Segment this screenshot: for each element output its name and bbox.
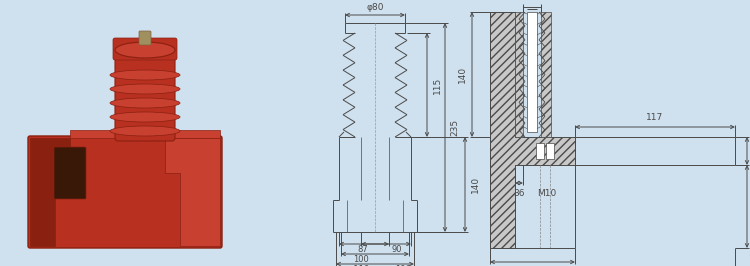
Text: M10: M10	[537, 189, 556, 197]
Text: M16: M16	[522, 0, 542, 2]
Text: 87: 87	[358, 246, 368, 255]
Ellipse shape	[115, 42, 175, 58]
Polygon shape	[527, 12, 537, 132]
Bar	[546, 143, 554, 159]
Text: 100: 100	[353, 256, 369, 264]
Text: 106: 106	[395, 265, 411, 266]
Text: 140: 140	[470, 176, 479, 193]
FancyBboxPatch shape	[113, 38, 177, 60]
Polygon shape	[165, 138, 220, 246]
Bar	[536, 143, 544, 159]
Ellipse shape	[110, 84, 180, 94]
Text: φ110: φ110	[348, 265, 370, 266]
FancyBboxPatch shape	[139, 31, 151, 45]
Polygon shape	[490, 12, 575, 248]
Text: 140: 140	[458, 66, 466, 83]
FancyBboxPatch shape	[115, 42, 175, 141]
Text: φ80: φ80	[366, 3, 384, 13]
Ellipse shape	[110, 70, 180, 80]
Polygon shape	[490, 12, 523, 137]
Text: 117: 117	[646, 113, 664, 122]
Polygon shape	[70, 130, 220, 138]
Text: 235: 235	[451, 119, 460, 136]
Polygon shape	[541, 12, 551, 137]
Ellipse shape	[110, 112, 180, 122]
Ellipse shape	[110, 126, 180, 136]
Text: 90: 90	[392, 246, 402, 255]
FancyBboxPatch shape	[54, 147, 86, 199]
Ellipse shape	[110, 98, 180, 108]
Text: 115: 115	[433, 76, 442, 94]
Polygon shape	[30, 138, 70, 246]
Text: 36: 36	[513, 189, 525, 197]
FancyBboxPatch shape	[28, 136, 222, 248]
